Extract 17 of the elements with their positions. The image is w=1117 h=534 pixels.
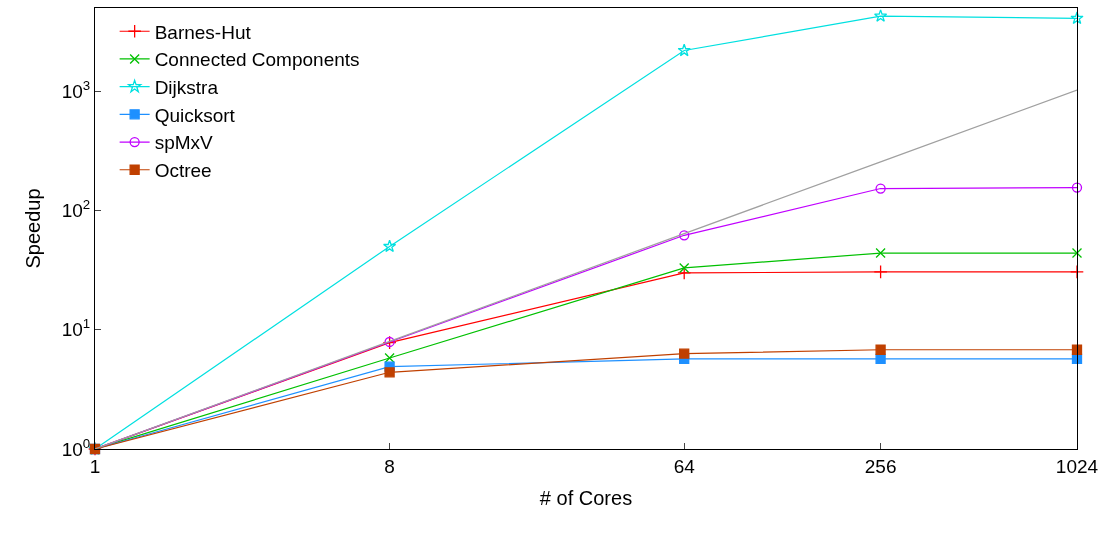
x-tick-label: 8 <box>384 455 395 477</box>
legend-label: Dijkstra <box>154 77 219 99</box>
legend-label: Connected Components <box>154 49 360 71</box>
y-tick-label: 10$^{3}$ <box>61 78 91 102</box>
legend-label: Quicksort <box>154 104 236 126</box>
y-tick-label: 10$^{0}$ <box>61 435 91 460</box>
x-axis-title: # of Cores <box>539 487 633 510</box>
x-tick-label: 1024 <box>1055 455 1099 477</box>
y-tick-label: 10$^{2}$ <box>61 197 91 222</box>
x-tick-label: 256 <box>864 455 897 477</box>
y-tick-label: 10$^{1}$ <box>61 316 91 341</box>
legend-label: Barnes-Hut <box>154 21 252 43</box>
x-tick-label: 64 <box>673 455 696 477</box>
legend-label: Octree <box>154 160 212 182</box>
y-axis-title: Speedup <box>22 188 45 269</box>
legend-label: spMxV <box>154 132 214 154</box>
x-tick-label: 1 <box>89 455 101 477</box>
